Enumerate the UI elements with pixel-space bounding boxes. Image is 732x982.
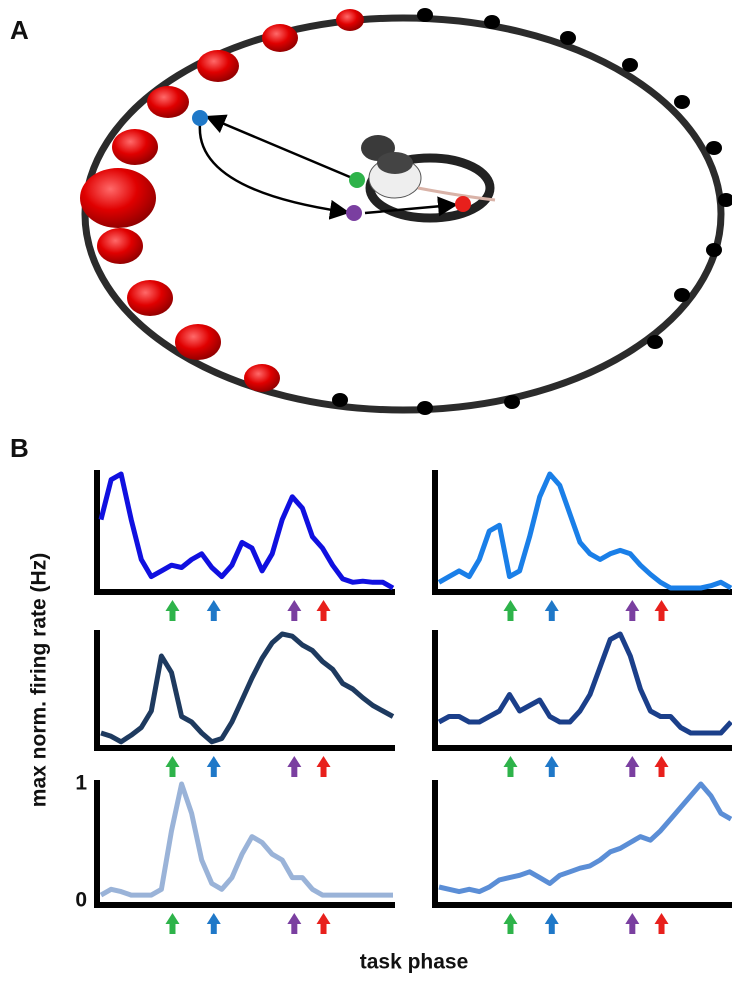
- panel-label: B: [10, 433, 29, 463]
- firing-curve: [98, 471, 395, 591]
- location-dot: [346, 205, 362, 221]
- location-dot: [349, 172, 365, 188]
- event-arrow: [544, 913, 559, 934]
- arrow: [364, 196, 458, 217]
- panel-label: A: [10, 15, 29, 45]
- y-tick-label: 0: [75, 889, 87, 912]
- event-arrow: [165, 756, 180, 777]
- event-arrow: [287, 756, 302, 777]
- track-marker: [560, 31, 576, 45]
- event-arrow: [316, 913, 331, 934]
- event-arrow: [625, 756, 640, 777]
- track-marker: [718, 193, 732, 207]
- track-marker: [706, 141, 722, 155]
- location-dot: [192, 110, 208, 126]
- event-arrow: [165, 913, 180, 934]
- maze-diagram: [80, 8, 732, 415]
- event-arrow: [625, 600, 640, 621]
- firing-curve: [99, 781, 393, 898]
- firing-field: [175, 324, 221, 360]
- arrow: [205, 114, 358, 182]
- firing-curve: [437, 631, 732, 736]
- event-arrow: [206, 913, 221, 934]
- event-arrow: [654, 913, 669, 934]
- track-marker: [674, 95, 690, 109]
- event-arrow: [165, 600, 180, 621]
- firing-field: [112, 129, 158, 165]
- location-dot: [455, 196, 471, 212]
- event-arrow: [544, 600, 559, 621]
- event-arrow: [544, 756, 559, 777]
- event-arrow: [206, 756, 221, 777]
- line-chart: [94, 470, 395, 621]
- event-arrow: [206, 600, 221, 621]
- y-tick-label: 1: [75, 772, 87, 795]
- line-chart: [94, 630, 395, 777]
- firing-field: [244, 364, 280, 392]
- arrow: [198, 123, 350, 220]
- track: [81, 14, 725, 414]
- event-arrow: [654, 600, 669, 621]
- event-arrow: [503, 600, 518, 621]
- firing-field: [336, 9, 364, 31]
- event-arrow: [316, 756, 331, 777]
- track-marker: [622, 58, 638, 72]
- track-marker: [674, 288, 690, 302]
- event-arrow: [625, 913, 640, 934]
- firing-field: [262, 24, 298, 52]
- track-marker: [332, 393, 348, 407]
- firing-field: [97, 228, 143, 264]
- event-arrow: [654, 756, 669, 777]
- track-marker: [504, 395, 520, 409]
- event-arrow: [503, 756, 518, 777]
- firing-field: [80, 168, 156, 228]
- firing-curve: [437, 471, 732, 591]
- firing-curve: [438, 781, 732, 895]
- line-chart: [432, 780, 732, 934]
- firing-field: [127, 280, 173, 316]
- y-axis-label: max norm. firing rate (Hz): [28, 553, 51, 807]
- event-arrow: [287, 913, 302, 934]
- start-ring: [365, 153, 495, 223]
- event-arrow: [316, 600, 331, 621]
- line-chart: 01: [75, 772, 395, 934]
- firing-curve: [100, 631, 395, 745]
- line-chart: [432, 470, 732, 621]
- track-marker: [417, 8, 433, 22]
- event-arrow: [287, 600, 302, 621]
- firing-field: [197, 50, 239, 82]
- x-axis-label: task phase: [360, 951, 469, 974]
- track-marker: [417, 401, 433, 415]
- track-marker: [706, 243, 722, 257]
- firing-field: [147, 86, 189, 118]
- rat: [361, 135, 496, 202]
- track-marker: [484, 15, 500, 29]
- event-arrow: [503, 913, 518, 934]
- line-chart: [432, 630, 732, 777]
- track-marker: [647, 335, 663, 349]
